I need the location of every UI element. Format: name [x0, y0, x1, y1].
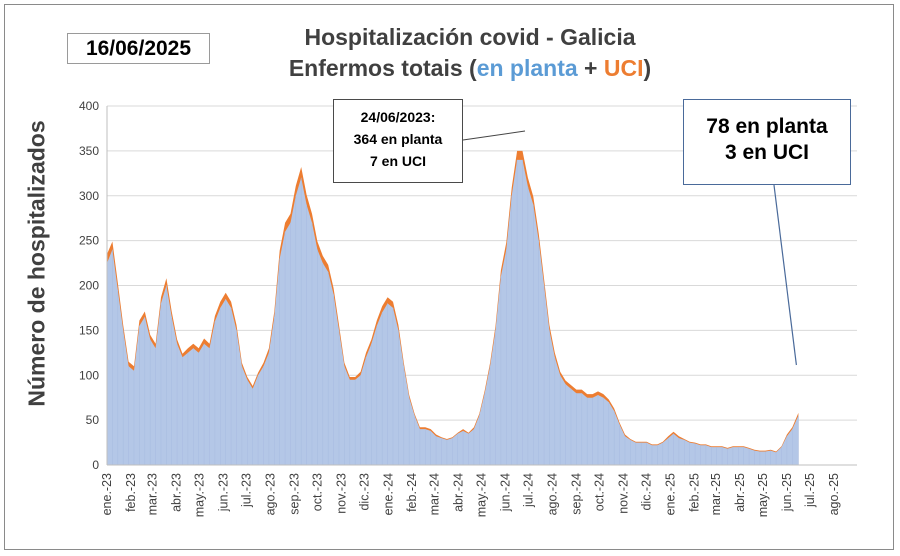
y-tick-label: 150 — [79, 323, 99, 337]
latest-annotation: 78 en planta 3 en UCI — [683, 99, 851, 185]
x-tick-label: ago.-23 — [263, 473, 277, 515]
y-tick-label: 400 — [79, 99, 99, 113]
x-tick-label: jun.-24 — [499, 473, 513, 512]
peak-leader-line — [462, 130, 526, 141]
series-en-planta-area — [107, 159, 799, 465]
x-tick-label: nov.-24 — [616, 473, 630, 514]
x-tick-label: ago.-25 — [827, 473, 841, 515]
x-tick-label: dic.-24 — [640, 473, 654, 511]
data-areas — [106, 150, 799, 465]
latest-leader-line — [773, 184, 797, 366]
chart-title: Hospitalización covid - Galicia Enfermos… — [250, 22, 690, 84]
x-tick-label: oct.-24 — [593, 473, 607, 511]
x-tick-label: jul.-23 — [240, 473, 254, 508]
title-uci: UCI — [603, 55, 644, 81]
x-tick-label: mar.-25 — [709, 473, 723, 515]
y-tick-label: 250 — [79, 234, 99, 248]
y-tick-label: 50 — [86, 413, 100, 427]
title-plus: + — [577, 55, 604, 81]
title-suffix: ) — [643, 55, 652, 81]
x-tick-label: jul.-25 — [803, 473, 817, 508]
x-tick-label: abr.-23 — [169, 473, 183, 512]
x-tick-label: sep.-24 — [569, 473, 583, 515]
x-tick-label: ene.-24 — [381, 473, 395, 515]
y-tick-label: 100 — [79, 368, 99, 382]
x-tick-label: abr.-24 — [452, 473, 466, 512]
x-tick-label: feb.-25 — [687, 473, 701, 512]
peak-annotation: 24/06/2023: 364 en planta 7 en UCI — [333, 99, 463, 183]
peak-annotation-planta: 364 en planta — [353, 131, 443, 147]
x-tick-label: feb.-24 — [405, 473, 419, 512]
x-tick-label: jul.-24 — [522, 473, 536, 508]
y-tick-label: 200 — [79, 279, 99, 293]
x-tick-label: jun.-23 — [216, 473, 230, 512]
latest-annotation-planta: 78 en planta — [706, 115, 828, 138]
x-tick-label: oct.-23 — [310, 473, 324, 511]
x-tick-label: ago.-24 — [546, 473, 560, 515]
title-line-2: Enfermos totais (en planta + UCI) — [250, 53, 690, 84]
title-prefix: Enfermos totais ( — [288, 55, 477, 81]
x-tick-label: ene.-25 — [664, 473, 678, 515]
date-label: 16/06/2025 — [67, 33, 210, 64]
x-tick-label: mar.-23 — [146, 473, 160, 515]
x-tick-label: nov.-23 — [334, 473, 348, 514]
x-tick-label: abr.-25 — [733, 473, 747, 512]
peak-annotation-uci: 7 en UCI — [369, 153, 426, 169]
peak-annotation-date: 24/06/2023: — [360, 109, 436, 125]
x-tick-label: may.-23 — [193, 473, 207, 517]
y-tick-label: 0 — [92, 458, 99, 472]
x-tick-label: dic.-23 — [358, 473, 372, 511]
x-tick-label: may.-25 — [756, 473, 770, 517]
x-tick-label: jun.-25 — [780, 473, 794, 512]
x-tick-label: ene.-23 — [100, 473, 114, 515]
latest-annotation-uci: 3 en UCI — [724, 141, 810, 164]
x-tick-label: may.-24 — [475, 473, 489, 517]
x-tick-label: feb.-23 — [124, 473, 138, 512]
x-ticks: ene.-23 feb.-23 mar.-23 abr.-23 may.-23 jun.-… — [100, 473, 841, 517]
x-tick-label: sep.-23 — [287, 473, 301, 515]
y-tick-label: 350 — [79, 144, 99, 158]
y-ticks: 0 50 100 150 200 250 300 350 400 — [79, 99, 108, 472]
y-tick-label: 300 — [79, 189, 99, 203]
title-en-planta: en planta — [476, 55, 578, 81]
x-tick-label: mar.-24 — [428, 473, 442, 515]
title-line-1: Hospitalización covid - Galicia — [304, 24, 636, 50]
